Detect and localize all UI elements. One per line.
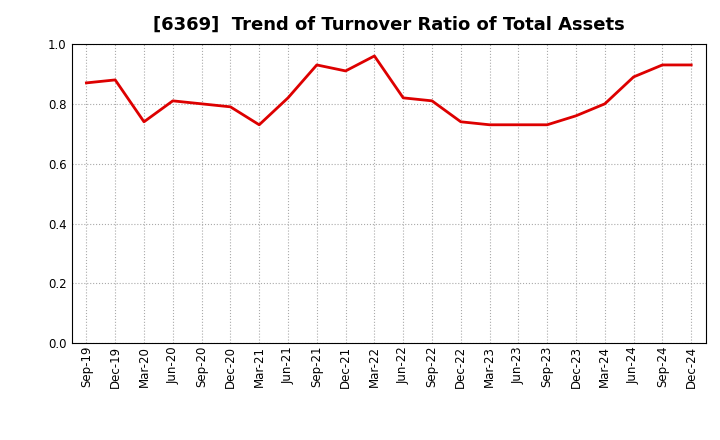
Title: [6369]  Trend of Turnover Ratio of Total Assets: [6369] Trend of Turnover Ratio of Total … [153,16,625,34]
